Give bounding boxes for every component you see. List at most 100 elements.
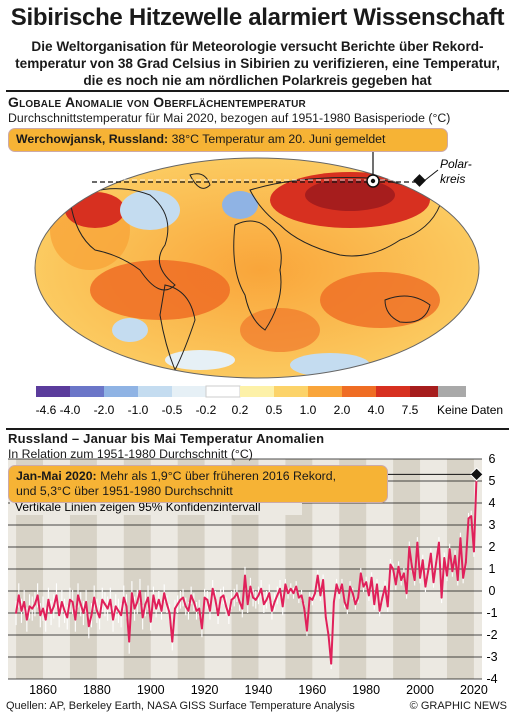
data-point xyxy=(244,574,246,577)
record-2020-marker xyxy=(469,467,484,482)
x-tick-label: 1960 xyxy=(298,683,326,697)
data-point xyxy=(419,576,421,579)
chart-note: Vertikale Linien zeigen 95% Konfidenzint… xyxy=(15,500,261,514)
data-point xyxy=(470,515,473,518)
data-point xyxy=(386,605,389,608)
data-point xyxy=(343,601,346,603)
data-point xyxy=(147,596,149,599)
map-callout-text: 38°C Temperatur am 20. Juni gemeldet xyxy=(171,132,386,146)
legend-swatch xyxy=(104,386,138,397)
data-point xyxy=(192,601,195,603)
legend-no-data-label: Keine Daten xyxy=(437,403,503,417)
data-point xyxy=(303,607,306,610)
data-point xyxy=(327,634,330,636)
anomaly-line xyxy=(15,474,478,665)
x-tick-label: 2020 xyxy=(460,683,488,697)
y-tick-label: -2 xyxy=(486,628,497,642)
x-tick-label: 1860 xyxy=(29,683,57,697)
data-point xyxy=(50,612,52,614)
legend-label: 7.5 xyxy=(402,403,419,417)
legend-swatch xyxy=(138,386,172,397)
polar-label-2: kreis xyxy=(440,172,465,186)
legend-label: 0.2 xyxy=(232,403,249,417)
data-point xyxy=(195,609,198,612)
data-point xyxy=(101,598,104,601)
data-point xyxy=(392,568,395,570)
data-point xyxy=(15,612,17,614)
legend-swatch xyxy=(240,386,274,397)
data-point xyxy=(133,607,136,610)
data-point xyxy=(42,607,44,610)
data-point xyxy=(276,594,279,597)
data-point xyxy=(265,598,268,601)
x-tick-label: 1900 xyxy=(137,683,165,697)
data-point xyxy=(330,662,333,665)
y-tick-label: -4 xyxy=(486,672,497,686)
data-point xyxy=(141,616,144,619)
subtitle-line-2: temperatur von 38 Grad Celsius in Sibiri… xyxy=(15,56,500,71)
legend-label: -2.0 xyxy=(94,403,115,417)
y-tick-label: -1 xyxy=(486,606,497,620)
data-point xyxy=(31,607,34,610)
data-point xyxy=(136,601,139,603)
data-point xyxy=(206,598,209,601)
x-tick-label: 1880 xyxy=(83,683,111,697)
data-point xyxy=(473,550,475,553)
data-point xyxy=(338,592,341,595)
data-point xyxy=(446,574,448,577)
data-point xyxy=(182,596,184,599)
data-point xyxy=(335,583,338,586)
data-point xyxy=(130,592,133,595)
data-point xyxy=(384,585,386,588)
data-point xyxy=(394,583,397,586)
y-tick-label: 0 xyxy=(489,584,496,598)
data-point xyxy=(311,598,314,601)
data-point xyxy=(279,587,281,590)
data-point xyxy=(287,592,289,595)
footer-credit: © GRAPHIC NEWS xyxy=(409,700,507,712)
chart-callout-text-1: Mehr als 1,9°C über früheren 2016 Rekord… xyxy=(100,469,337,483)
data-point xyxy=(300,594,303,597)
legend-swatch xyxy=(376,386,410,397)
data-point xyxy=(402,572,405,575)
data-point xyxy=(405,592,408,595)
data-point xyxy=(332,601,335,603)
data-point xyxy=(411,565,413,568)
y-tick-label: 1 xyxy=(489,562,496,576)
x-tick-label: 2000 xyxy=(406,683,434,697)
data-point xyxy=(459,537,462,540)
data-point xyxy=(74,618,77,621)
data-point xyxy=(230,598,233,601)
page-title: Sibirische Hitzewelle alarmiert Wissensc… xyxy=(10,4,505,31)
legend-swatch xyxy=(36,386,70,397)
data-point xyxy=(36,594,39,597)
polar-circle-marker xyxy=(413,174,426,187)
data-point xyxy=(214,598,217,601)
data-point xyxy=(217,614,219,617)
data-point xyxy=(362,585,365,588)
data-point xyxy=(378,609,381,612)
x-tick-label: 1920 xyxy=(191,683,219,697)
map-legend: -4.6 -4.0 -2.0 -1.0 -0.5 -0.2 0.2 0.5 1.0 2.0 4.0 7… xyxy=(36,385,503,417)
legend-swatch xyxy=(70,386,104,397)
data-point xyxy=(157,598,160,601)
x-tick-label: 1980 xyxy=(352,683,380,697)
legend-no-data-swatch xyxy=(438,386,466,397)
data-point xyxy=(122,596,125,599)
data-point xyxy=(44,618,47,621)
divider-top xyxy=(6,90,509,92)
y-tick-label: -3 xyxy=(486,650,497,664)
divider-middle xyxy=(6,428,509,430)
y-tick-label: 4 xyxy=(489,496,496,510)
map-ocean xyxy=(35,158,479,378)
data-point xyxy=(184,605,187,608)
x-tick-label: 1940 xyxy=(245,683,273,697)
data-point xyxy=(365,581,368,584)
data-point xyxy=(435,561,438,564)
data-point xyxy=(462,576,465,579)
data-point xyxy=(241,607,244,610)
y-tick-label: 3 xyxy=(489,518,496,532)
data-point xyxy=(168,612,171,614)
data-point xyxy=(60,601,63,603)
